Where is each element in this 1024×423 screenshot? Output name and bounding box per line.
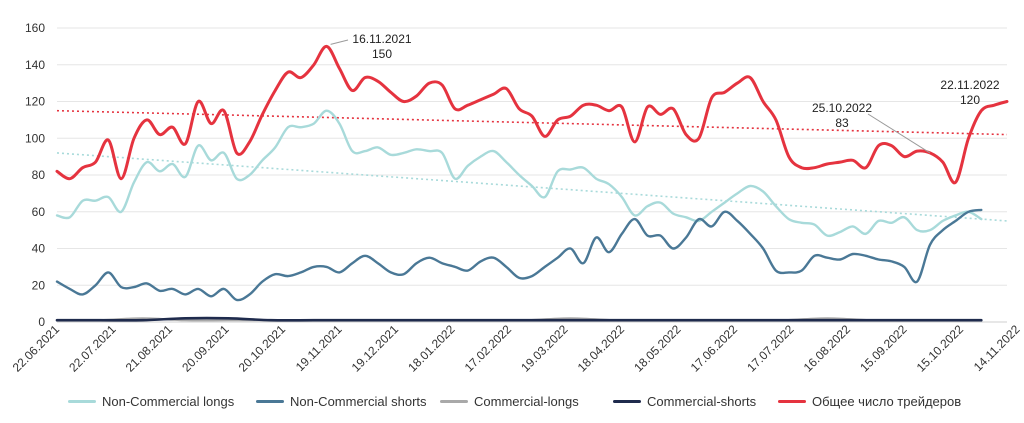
legend-item: Commercial-longs xyxy=(440,394,579,409)
y-tick-label: 0 xyxy=(38,315,45,329)
x-tick-label: 22.07.2021 xyxy=(66,322,119,375)
y-tick-label: 20 xyxy=(32,278,46,292)
series-line-0 xyxy=(55,109,983,238)
x-tick-label: 17.06.2022 xyxy=(688,322,741,375)
series-lines xyxy=(55,44,1009,322)
annotation-leader xyxy=(867,113,931,154)
x-tick-label: 15.10.2022 xyxy=(914,322,967,375)
y-tick-label: 120 xyxy=(25,95,45,109)
annotation-date: 22.11.2022 xyxy=(940,78,999,92)
legend-label: Non-Commercial longs xyxy=(102,394,235,409)
x-tick-label: 15.09.2022 xyxy=(857,322,910,375)
x-tick-label: 19.12.2021 xyxy=(349,322,402,375)
legend-swatch xyxy=(256,400,284,403)
x-tick-label: 18.04.2022 xyxy=(575,322,628,375)
x-tick-label: 18.05.2022 xyxy=(631,322,684,375)
legend-item: Non-Commercial shorts xyxy=(256,394,427,409)
gridlines xyxy=(57,27,1007,323)
legend-swatch xyxy=(440,400,468,403)
legend-label: Общее число трейдеров xyxy=(812,394,962,409)
x-tick-label: 18.01.2022 xyxy=(405,322,458,375)
y-tick-label: 160 xyxy=(25,21,45,35)
annotation-date: 25.10.2022 xyxy=(812,101,872,115)
annotation-leader xyxy=(330,39,349,45)
annotation-value: 120 xyxy=(960,93,980,107)
y-tick-label: 40 xyxy=(32,242,46,256)
legend-item: Commercial-shorts xyxy=(613,394,756,409)
legend-swatch xyxy=(68,400,96,403)
legend-label: Commercial-shorts xyxy=(647,394,757,409)
annotation-value: 83 xyxy=(835,116,849,130)
y-tick-label: 100 xyxy=(25,131,45,145)
legend: Non-Commercial longs Non-Commercial short… xyxy=(0,394,1024,416)
x-tick-label: 21.08.2021 xyxy=(123,322,176,375)
x-tick-label: 20.09.2021 xyxy=(179,322,232,375)
y-tick-label: 140 xyxy=(25,58,45,72)
legend-swatch xyxy=(613,400,641,403)
x-axis-ticks: 22.06.2021 22.07.2021 21.08.2021 20.09.2021… xyxy=(10,322,1023,375)
series-line-3 xyxy=(55,316,983,322)
legend-swatch xyxy=(778,400,806,403)
x-tick-label: 16.08.2022 xyxy=(801,322,854,375)
annotation-date: 16.11.2021 xyxy=(352,32,411,46)
trendlines xyxy=(56,109,1008,222)
annotation-value: 150 xyxy=(372,47,392,61)
y-axis-ticks: 0 20 40 60 80 100 120 140 160 xyxy=(25,21,45,329)
series-line-4 xyxy=(55,44,1009,185)
x-tick-label: 19.11.2021 xyxy=(293,322,345,374)
legend-label: Non-Commercial shorts xyxy=(290,394,427,409)
x-tick-label: 14.11.2022 xyxy=(971,322,1023,374)
y-tick-label: 80 xyxy=(32,168,46,182)
trendline xyxy=(56,109,1008,136)
legend-item: Non-Commercial longs xyxy=(68,394,234,409)
y-tick-label: 60 xyxy=(32,205,46,219)
legend-label: Commercial-longs xyxy=(474,394,579,409)
x-tick-label: 17.07.2022 xyxy=(744,322,797,375)
x-tick-label: 19.03.2022 xyxy=(518,322,571,375)
series-line-1 xyxy=(55,208,983,302)
x-tick-label: 20.10.2021 xyxy=(236,322,289,375)
x-tick-label: 22.06.2021 xyxy=(10,322,63,375)
x-tick-label: 17.02.2022 xyxy=(462,322,515,375)
legend-item: Общее число трейдеров xyxy=(778,394,961,409)
